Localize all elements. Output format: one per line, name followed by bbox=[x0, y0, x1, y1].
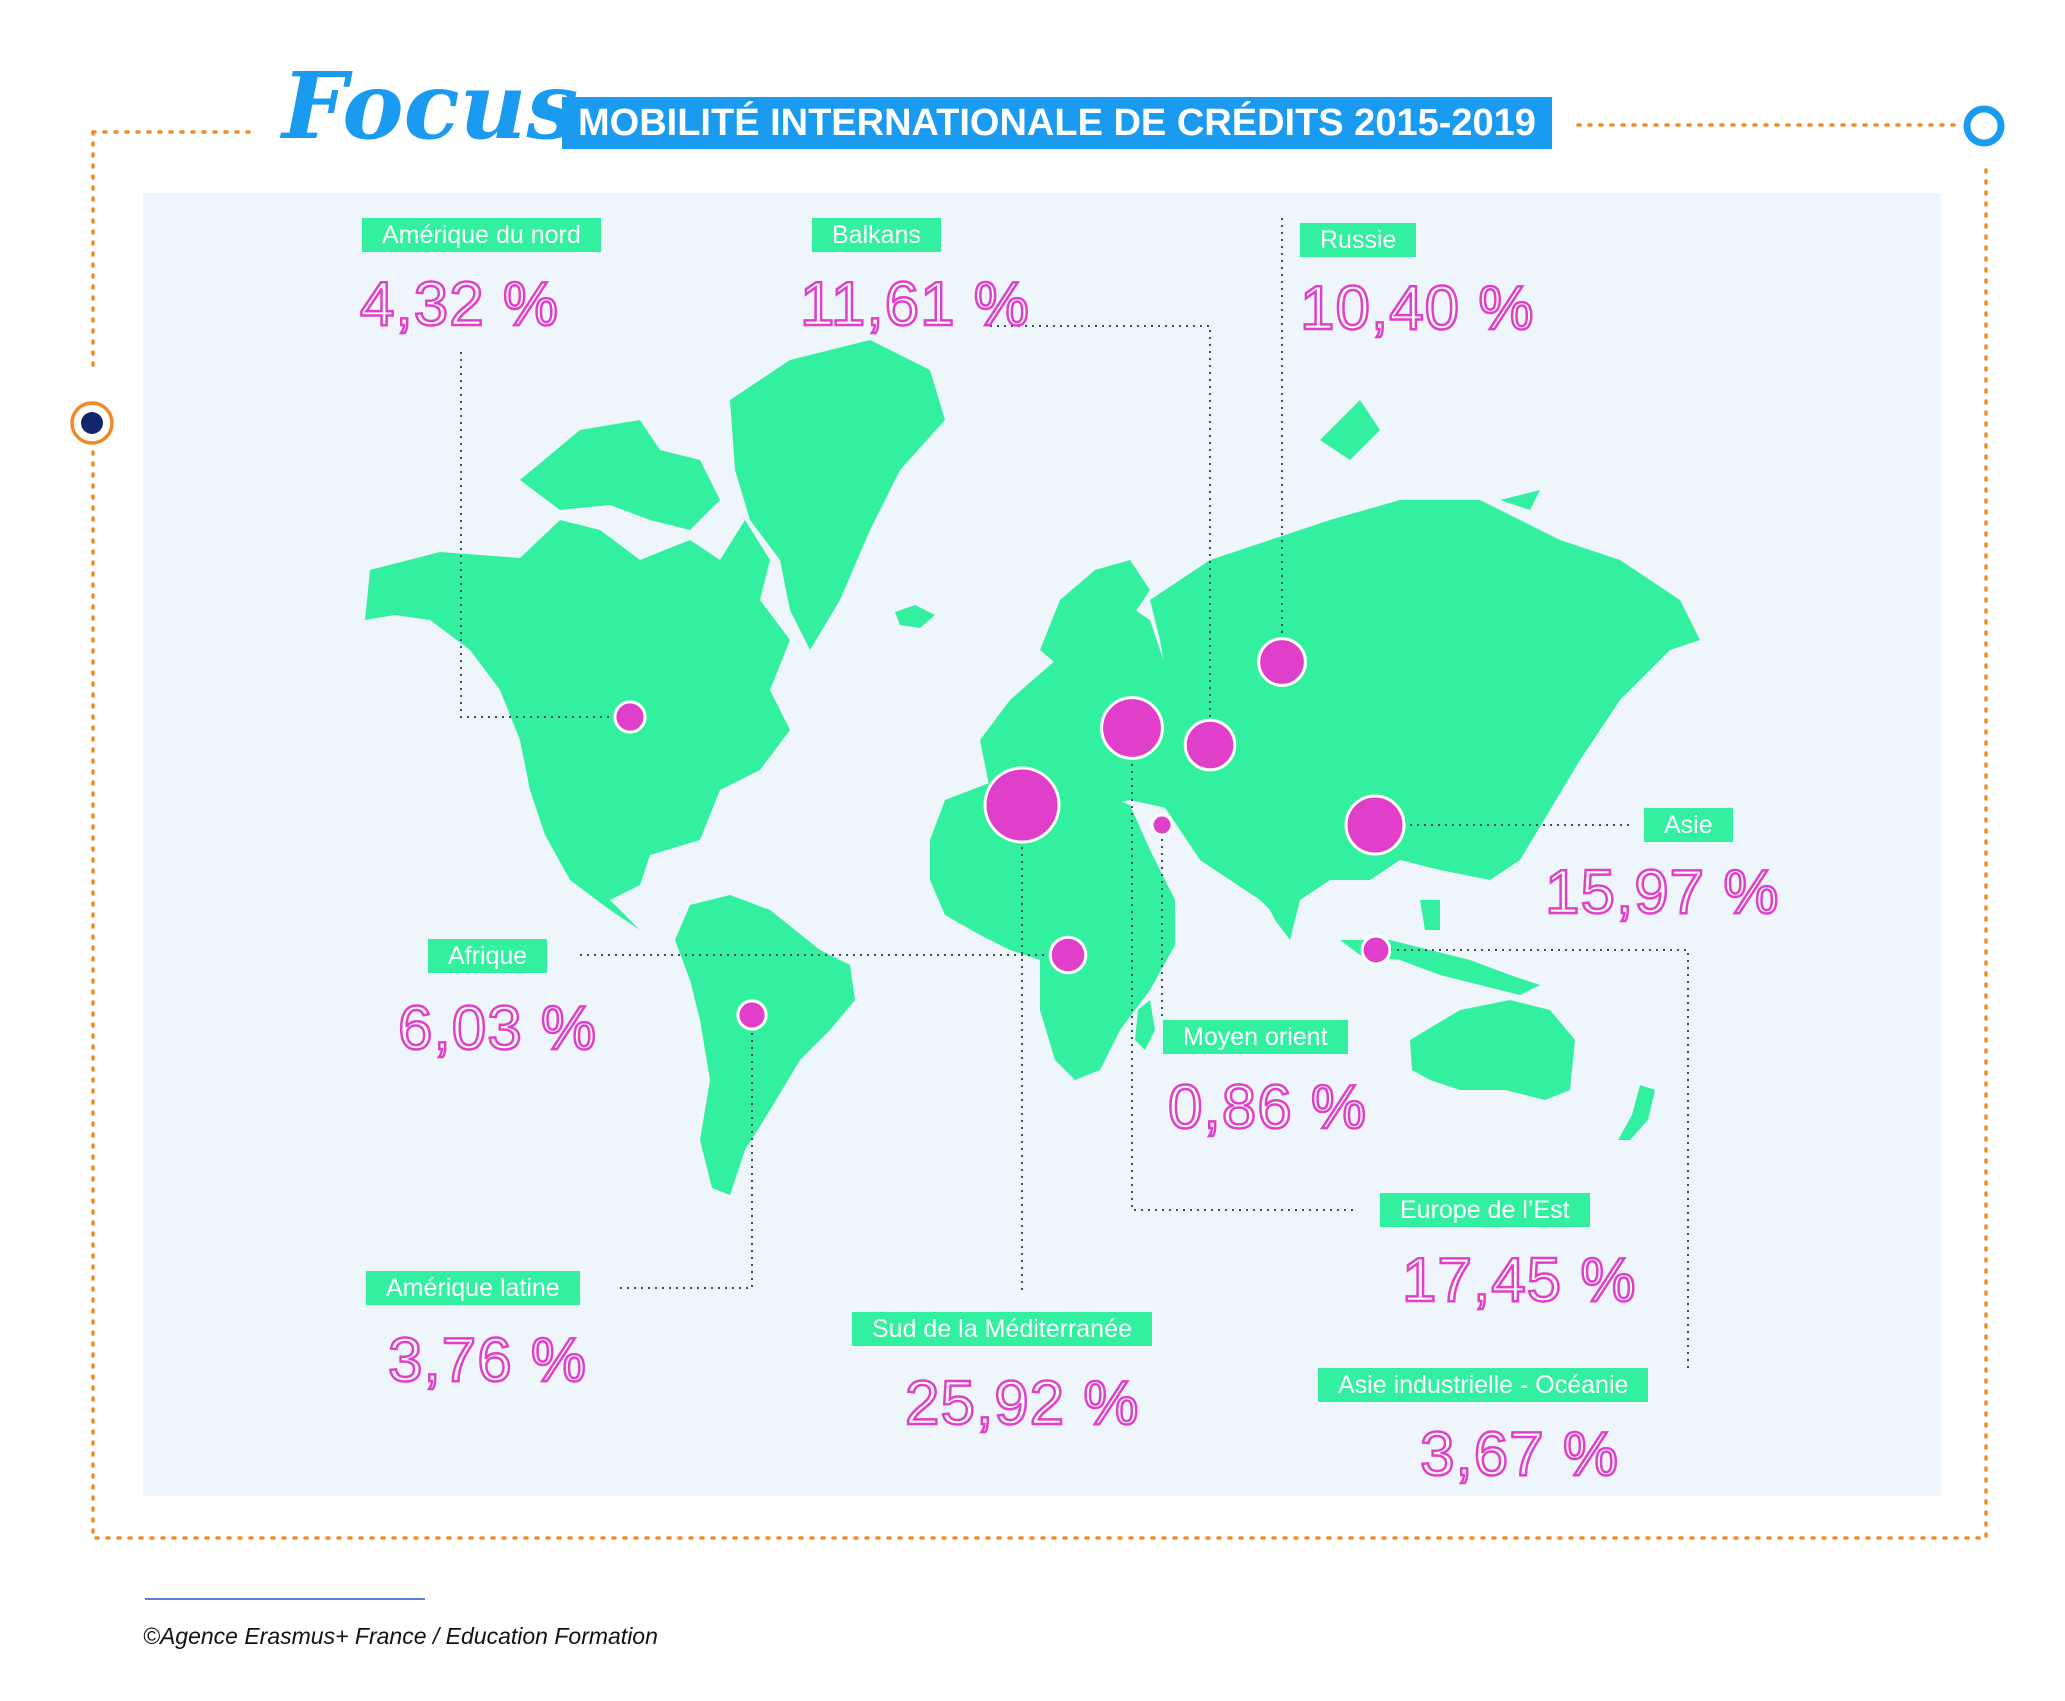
region-pct-europe-est: 17,45 % bbox=[1401, 1246, 1637, 1315]
japan-shape bbox=[1490, 720, 1520, 800]
region-pct-afrique: 6,03 % bbox=[397, 994, 598, 1063]
siberia-islands-shape bbox=[1320, 400, 1540, 510]
bubble-sud-mediterranee bbox=[983, 766, 1061, 844]
region-pct-balkans: 11,61 % bbox=[799, 270, 1030, 339]
bubble-europe-est bbox=[1100, 696, 1164, 760]
region-label-amerique-latine: Amérique latine bbox=[366, 1271, 580, 1305]
region-label-amerique-nord: Amérique du nord bbox=[362, 218, 601, 252]
region-label-afrique: Afrique bbox=[428, 939, 548, 973]
region-label-asie-oceanie: Asie industrielle - Océanie bbox=[1318, 1368, 1649, 1402]
region-label-sud-mediterranee: Sud de la Méditerranée bbox=[852, 1312, 1152, 1346]
region-pct-asie: 15,97 % bbox=[1544, 858, 1780, 927]
frame-ring-right-icon bbox=[1963, 105, 2005, 147]
region-pct-amerique-nord: 4,32 % bbox=[359, 270, 560, 339]
southeast-asia-islands-shape bbox=[1340, 900, 1540, 995]
india-shape bbox=[1250, 850, 1320, 940]
asia-shape bbox=[1150, 500, 1700, 920]
leader-line-europe-est bbox=[1131, 750, 1358, 1211]
region-pct-sud-mediterranee: 25,92 % bbox=[904, 1369, 1140, 1438]
bubble-balkans bbox=[1183, 718, 1237, 772]
greenland-shape bbox=[730, 340, 945, 650]
region-label-moyen-orient: Moyen orient bbox=[1163, 1020, 1348, 1054]
bubble-moyen-orient bbox=[1150, 813, 1174, 837]
region-label-europe-est: Europe de l’Est bbox=[1380, 1193, 1590, 1227]
region-pct-moyen-orient: 0,86 % bbox=[1167, 1073, 1368, 1142]
australia-shape bbox=[1410, 1000, 1575, 1100]
scandinavia-shape bbox=[1040, 560, 1150, 680]
south-america-shape bbox=[675, 895, 855, 1195]
region-label-asie: Asie bbox=[1644, 808, 1733, 842]
frame-left-lower-line bbox=[91, 163, 1988, 1540]
footer-credit: ©Agence Erasmus+ France / Education Form… bbox=[143, 1623, 658, 1649]
arctic-islands-shape bbox=[520, 420, 720, 530]
bubble-amerique-latine bbox=[736, 999, 768, 1031]
frame-dot-left-icon bbox=[81, 412, 103, 434]
leader-line-amerique-nord bbox=[460, 352, 630, 718]
iceland-shape bbox=[895, 605, 935, 628]
region-pct-asie-oceanie: 3,67 % bbox=[1419, 1420, 1620, 1489]
madagascar-shape bbox=[1135, 1000, 1155, 1050]
focus-heading: Focus bbox=[282, 52, 579, 160]
footer-rule bbox=[145, 1598, 425, 1600]
region-pct-russie: 10,40 % bbox=[1299, 274, 1535, 343]
leader-line-amerique-latine bbox=[620, 1015, 753, 1289]
bubble-afrique bbox=[1048, 935, 1088, 975]
new-zealand-shape bbox=[1618, 1085, 1655, 1140]
bubble-amerique-nord bbox=[613, 700, 647, 734]
region-label-russie: Russie bbox=[1300, 223, 1417, 257]
bubble-asie-oceanie bbox=[1360, 934, 1392, 966]
north-america-shape bbox=[365, 520, 790, 930]
region-pct-amerique-latine: 3,76 % bbox=[387, 1326, 588, 1395]
bubble-russie bbox=[1257, 637, 1307, 687]
bubble-asie bbox=[1344, 794, 1406, 856]
page-title: MOBILITÉ INTERNATIONALE DE CRÉDITS 2015-… bbox=[562, 97, 1552, 149]
region-label-balkans: Balkans bbox=[812, 218, 941, 252]
africa-shape bbox=[930, 775, 1175, 1080]
